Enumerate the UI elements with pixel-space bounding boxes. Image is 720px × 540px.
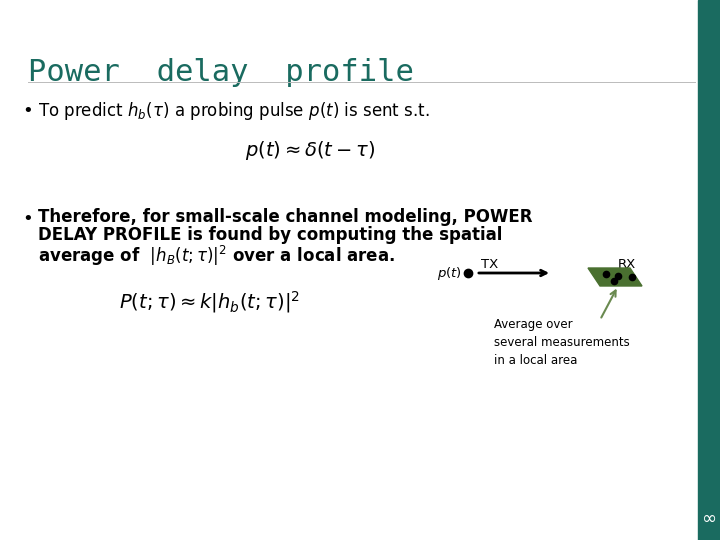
Text: ∞: ∞ <box>701 510 716 528</box>
Bar <box>698 0 720 540</box>
Text: $p(t) \approx \delta(t - \tau)$: $p(t) \approx \delta(t - \tau)$ <box>245 138 375 161</box>
Text: TX: TX <box>482 258 499 271</box>
Text: Power  delay  profile: Power delay profile <box>28 58 414 87</box>
Text: Average over
several measurements
in a local area: Average over several measurements in a l… <box>494 318 630 367</box>
Text: $p(t)$: $p(t)$ <box>437 266 462 282</box>
Text: RX: RX <box>618 258 636 271</box>
Text: •: • <box>22 102 32 120</box>
Text: DELAY PROFILE is found by computing the spatial: DELAY PROFILE is found by computing the … <box>38 226 503 244</box>
Text: $P(t;\tau) \approx k|h_b(t;\tau)|^2$: $P(t;\tau) \approx k|h_b(t;\tau)|^2$ <box>120 289 300 315</box>
Text: Therefore, for small-scale channel modeling, POWER: Therefore, for small-scale channel model… <box>38 208 533 226</box>
Polygon shape <box>588 268 642 286</box>
Text: To predict $h_b(\tau)$ a probing pulse $p(t)$ is sent s.t.: To predict $h_b(\tau)$ a probing pulse $… <box>38 100 430 122</box>
Text: average of  $|h_B(t;\tau)|^2$ over a local area.: average of $|h_B(t;\tau)|^2$ over a loca… <box>38 244 395 268</box>
Text: •: • <box>22 210 32 228</box>
